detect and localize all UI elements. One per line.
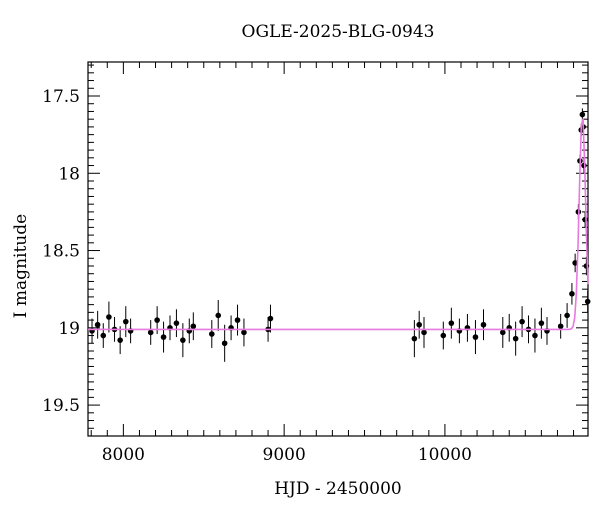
data-point: [569, 291, 575, 297]
data-point: [190, 323, 197, 330]
y-tick-label: 17.5: [42, 87, 80, 107]
y-tick-label: 18.5: [42, 242, 80, 262]
data-point: [480, 321, 487, 328]
data-point: [94, 321, 101, 328]
data-point: [117, 337, 123, 343]
plot-frame: [87, 61, 589, 437]
data-point: [519, 318, 525, 325]
data-point: [106, 314, 112, 320]
data-point: [472, 334, 479, 340]
data-point: [512, 335, 519, 342]
data-point: [582, 216, 588, 223]
x-tick-label: 10000: [418, 445, 472, 465]
x-tick-label: 8000: [102, 445, 145, 465]
data-point: [173, 320, 180, 326]
data-point: [122, 318, 129, 325]
y-tick-label: 18: [58, 164, 80, 184]
data-point: [416, 321, 422, 328]
data-point: [234, 317, 241, 323]
data-point: [564, 312, 570, 319]
data-point: [499, 329, 506, 336]
data-point: [448, 320, 455, 326]
data-point: [421, 329, 427, 336]
chart-title: OGLE-2025-BLG-0943: [241, 22, 435, 42]
x-tick-label: 9000: [263, 445, 306, 465]
data-point: [584, 298, 591, 305]
data-point: [579, 111, 586, 118]
data-point: [154, 317, 160, 323]
data-point: [572, 260, 578, 266]
data-point: [267, 315, 274, 322]
data-point: [532, 332, 538, 339]
data-point: [208, 331, 215, 337]
data-point: [215, 312, 222, 319]
data-point: [180, 337, 186, 343]
y-tick-label: 19: [58, 319, 80, 339]
data-point: [160, 334, 167, 340]
data-point: [221, 340, 228, 347]
data-point: [100, 332, 107, 339]
data-point: [241, 329, 247, 336]
model-curve: [88, 118, 589, 331]
data-point: [440, 332, 447, 339]
data-point: [557, 323, 564, 330]
data-point: [411, 335, 418, 342]
data-point: [147, 329, 154, 336]
y-tick-label: 19.5: [42, 396, 80, 416]
data-point: [538, 320, 545, 326]
data-point: [583, 263, 590, 269]
x-axis-label: HJD - 2450000: [274, 479, 402, 499]
